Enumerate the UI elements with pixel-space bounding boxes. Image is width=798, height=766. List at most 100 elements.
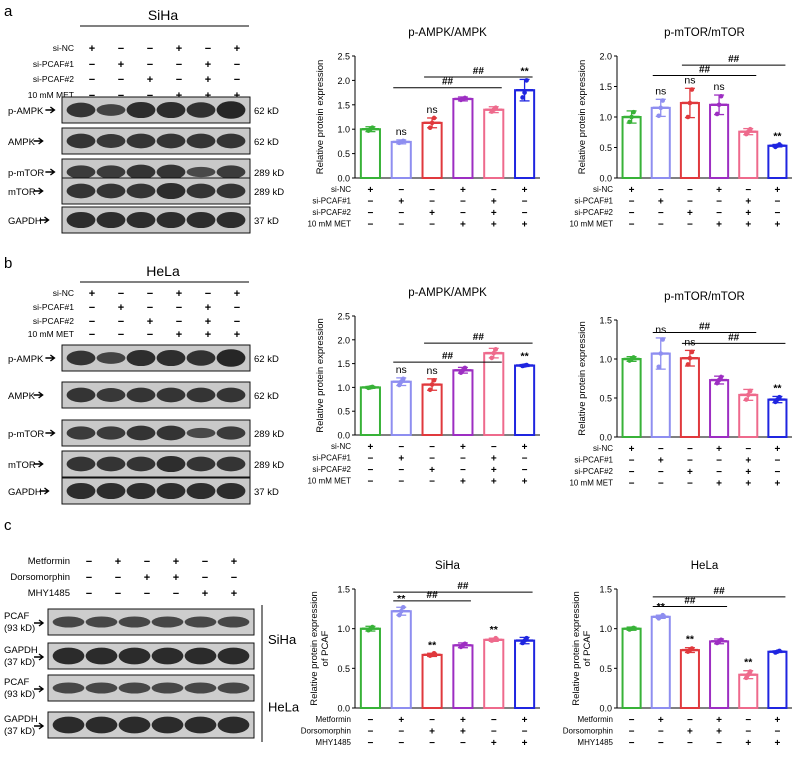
blot-band xyxy=(126,349,156,367)
sign-mark: − xyxy=(687,197,693,208)
blot-band xyxy=(66,102,96,118)
significance-label: ** xyxy=(744,657,753,669)
treatment-label: si-NC xyxy=(53,43,74,53)
data-point xyxy=(743,397,749,402)
sign-mark: − xyxy=(460,208,466,219)
data-point xyxy=(745,392,751,398)
significance-label: ns xyxy=(714,81,725,93)
blot-band xyxy=(96,352,126,364)
sign-mark: − xyxy=(429,442,435,453)
y-tick-label: 2.0 xyxy=(337,335,350,345)
sign-mark: − xyxy=(115,588,121,600)
blot-band xyxy=(85,647,118,665)
sign-mark: − xyxy=(774,727,780,738)
blot-band xyxy=(66,426,96,440)
arrow-icon xyxy=(39,216,50,224)
sign-mark: + xyxy=(176,90,182,102)
sign-mark: + xyxy=(716,220,722,231)
sign-mark: − xyxy=(176,74,182,86)
y-tick-label: 0.0 xyxy=(337,704,350,714)
y-axis-label: Relative protein expression xyxy=(315,318,326,433)
sign-mark: + xyxy=(716,185,722,196)
data-point xyxy=(631,109,636,115)
sign-mark: − xyxy=(658,467,664,478)
y-axis-label: Relative protein expression xyxy=(571,591,582,706)
sign-mark: + xyxy=(658,197,664,208)
sign-mark: − xyxy=(147,90,153,102)
arrow-icon xyxy=(33,391,44,399)
data-point xyxy=(687,355,693,361)
sign-mark: − xyxy=(745,444,751,455)
sign-mark: − xyxy=(205,288,211,300)
sign-mark: − xyxy=(367,738,373,749)
data-point xyxy=(658,105,664,111)
bar xyxy=(421,121,443,180)
sign-mark: − xyxy=(429,477,435,488)
treatment-label: si-PCAF#1 xyxy=(312,197,351,206)
data-point xyxy=(431,377,437,383)
sign-mark: − xyxy=(367,715,373,726)
bar xyxy=(621,627,642,710)
blot-band xyxy=(217,716,250,734)
sign-mark: − xyxy=(716,467,722,478)
y-tick-label: 1.5 xyxy=(337,585,350,595)
data-point xyxy=(716,102,722,108)
sign-mark: − xyxy=(115,572,121,584)
y-tick-label: 1.5 xyxy=(599,82,612,92)
blot-band xyxy=(156,349,186,367)
data-point xyxy=(398,608,404,614)
treatment-label: si-PCAF#2 xyxy=(312,465,351,474)
blot-band xyxy=(52,716,85,734)
blot-band xyxy=(118,716,151,734)
data-point xyxy=(370,384,375,390)
sign-mark: − xyxy=(367,465,373,476)
blot-band xyxy=(96,456,126,472)
bar xyxy=(514,364,536,436)
sign-mark: − xyxy=(147,59,153,71)
sign-mark: − xyxy=(522,465,528,476)
sign-mark: − xyxy=(89,329,95,341)
data-point xyxy=(629,114,634,120)
data-point xyxy=(689,87,695,92)
arrow-icon xyxy=(33,460,44,468)
sign-mark: + xyxy=(774,444,780,455)
y-axis-label: of PCAF xyxy=(582,630,593,666)
treatment-label: si-NC xyxy=(593,185,613,194)
sign-mark: − xyxy=(629,220,635,231)
molecular-weight-label: 289 kD xyxy=(254,460,284,471)
molecular-weight-label: 289 kD xyxy=(254,429,284,440)
sign-mark: + xyxy=(205,74,211,86)
blot-band xyxy=(126,133,156,149)
blot-band xyxy=(156,164,186,180)
sign-mark: + xyxy=(398,715,404,726)
bar-chart-hela-pmtor: p-mTOR/mTOR 0.0 0.5 1.0 1.5 Relative protein … xyxy=(569,291,792,490)
sign-mark: − xyxy=(202,556,208,568)
sign-mark: + xyxy=(234,288,240,300)
significance-label: ns xyxy=(427,365,438,377)
sign-mark: − xyxy=(429,715,435,726)
protein-label: GAPDH xyxy=(4,645,38,656)
sign-mark: + xyxy=(176,43,182,55)
blot-band xyxy=(96,388,126,402)
sign-mark: − xyxy=(460,197,466,208)
sign-mark: + xyxy=(205,59,211,71)
treatment-label: si-PCAF#2 xyxy=(574,467,613,476)
blot-band xyxy=(151,616,184,628)
sign-mark: − xyxy=(367,477,373,488)
bar xyxy=(452,97,474,179)
blot-band xyxy=(186,387,216,403)
y-tick-label: 0.0 xyxy=(599,174,612,184)
data-point xyxy=(747,669,753,674)
data-point xyxy=(370,624,375,630)
treatment-label: 10 mM MET xyxy=(28,90,74,100)
molecular-weight-label: 62 kD xyxy=(254,106,279,117)
blot-band xyxy=(186,133,216,149)
comparison-label: ## xyxy=(442,77,454,88)
treatment-label: si-NC xyxy=(331,185,351,194)
sign-mark: + xyxy=(367,185,373,196)
panel-label-a: a xyxy=(4,3,13,20)
sign-mark: + xyxy=(491,477,497,488)
blot-band xyxy=(184,647,217,665)
data-point xyxy=(660,98,666,103)
